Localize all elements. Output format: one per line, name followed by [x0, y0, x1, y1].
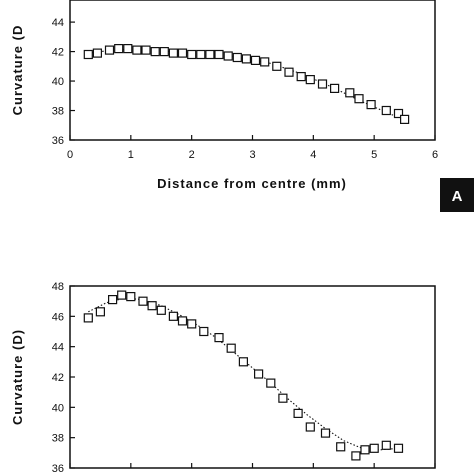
- top-data-point: [83, 49, 93, 60]
- bottom-data-point: [95, 307, 106, 317]
- bottom-data-point: [305, 422, 315, 432]
- top-data-point: [250, 55, 261, 66]
- bottom-data-point: [156, 305, 166, 315]
- top-x-tick-label: 6: [432, 149, 438, 161]
- bottom-y-ticks: 36 38 40 42 44 46 48: [52, 281, 75, 474]
- top-x-tick-label: 4: [310, 149, 316, 161]
- top-y-tick-label: 44: [52, 17, 64, 29]
- bottom-data-point: [187, 319, 197, 329]
- top-y-tick-label: 40: [52, 76, 64, 88]
- top-data-point: [132, 45, 142, 55]
- bottom-data-point: [254, 369, 264, 379]
- bottom-data-point: [177, 316, 188, 326]
- bottom-y-tick-label: 38: [52, 433, 64, 445]
- bottom-data-point: [293, 408, 303, 418]
- bottom-data-point: [381, 440, 391, 450]
- bottom-data-point: [138, 296, 148, 306]
- bottom-data-point: [351, 451, 361, 461]
- bottom-data-point: [107, 295, 118, 305]
- top-y-ticks: 36 38 40 42 44: [52, 17, 75, 147]
- top-y-tick-label: 42: [52, 47, 64, 59]
- bottom-data-points: [83, 290, 404, 461]
- top-x-ticks: 0 1 2 3 4 5 6: [67, 135, 438, 161]
- bottom-data-point: [126, 292, 136, 302]
- bottom-data-point: [168, 311, 178, 321]
- panel-badge-label: A: [452, 188, 463, 205]
- bottom-fit-line: [88, 297, 399, 451]
- bottom-data-point: [360, 445, 370, 455]
- top-x-tick-label: 1: [128, 149, 134, 161]
- top-data-point: [205, 49, 215, 60]
- top-y-tick-label: 38: [52, 106, 64, 118]
- top-data-point: [114, 43, 124, 54]
- bottom-data-point: [83, 313, 93, 323]
- top-data-point: [272, 61, 282, 71]
- top-data-point: [345, 88, 355, 98]
- top-data-point: [400, 114, 410, 125]
- bottom-y-tick-label: 42: [52, 372, 64, 384]
- top-data-point: [366, 99, 376, 110]
- top-data-point: [317, 79, 328, 89]
- top-x-tick-label: 5: [371, 149, 377, 161]
- top-data-point: [284, 67, 294, 77]
- top-x-axis-title: Distance from centre (mm): [157, 176, 347, 191]
- bottom-data-point: [278, 393, 288, 403]
- top-data-point: [187, 49, 197, 60]
- bottom-y-tick-label: 40: [52, 402, 64, 414]
- bottom-y-tick-label: 48: [52, 281, 64, 293]
- top-y-axis-title: Curvature (D: [10, 25, 25, 116]
- top-x-tick-label: 3: [249, 149, 255, 161]
- bottom-y-tick-label: 44: [52, 342, 64, 354]
- top-y-tick-label: 36: [52, 135, 64, 147]
- bottom-data-point: [266, 378, 276, 388]
- bottom-data-point: [320, 428, 331, 438]
- top-data-point: [123, 43, 133, 54]
- top-data-point: [241, 54, 251, 64]
- bottom-data-point: [238, 357, 248, 367]
- top-data-points: [83, 43, 410, 125]
- top-data-point: [104, 45, 115, 55]
- top-data-point: [296, 71, 306, 82]
- bottom-y-axis-title: Curvature (D): [10, 329, 25, 425]
- top-data-point: [223, 51, 233, 61]
- top-curvature-panel: Curvature (D Distance from centre (mm) 3…: [10, 0, 438, 191]
- top-data-point: [177, 48, 188, 58]
- top-data-point: [393, 108, 404, 119]
- top-data-point: [92, 48, 103, 58]
- top-data-point: [330, 83, 340, 94]
- top-data-point: [260, 57, 270, 67]
- top-data-point: [381, 105, 391, 116]
- top-data-point: [305, 74, 315, 85]
- bottom-data-point: [369, 443, 379, 453]
- bottom-data-point: [393, 443, 404, 453]
- top-data-point: [168, 48, 178, 58]
- top-x-tick-label: 2: [189, 149, 195, 161]
- top-data-point: [196, 49, 206, 60]
- bottom-data-point: [336, 442, 346, 452]
- bottom-x-ticks: [69, 463, 436, 468]
- top-data-point: [214, 49, 224, 60]
- panel-badge-box: [440, 178, 474, 212]
- top-data-point: [354, 94, 364, 104]
- top-plot-frame: [69, 0, 436, 141]
- bottom-y-tick-label: 36: [52, 463, 64, 474]
- top-data-point: [141, 45, 151, 55]
- bottom-curvature-panel: Curvature (D) 36 38 40 42 44 46 48: [10, 281, 436, 474]
- panel-badge: A: [440, 178, 474, 212]
- bottom-plot-frame: [69, 285, 436, 469]
- bottom-fit-curve: [88, 297, 399, 451]
- bottom-data-point: [214, 333, 224, 343]
- bottom-y-tick-label: 46: [52, 311, 64, 323]
- top-x-tick-label: 0: [67, 149, 73, 161]
- top-data-point: [150, 46, 160, 57]
- bottom-data-point: [226, 343, 236, 353]
- top-data-point: [159, 46, 169, 57]
- top-data-point: [232, 52, 242, 63]
- bottom-data-point: [199, 326, 209, 337]
- bottom-data-point: [117, 290, 127, 300]
- bottom-data-point: [147, 301, 157, 311]
